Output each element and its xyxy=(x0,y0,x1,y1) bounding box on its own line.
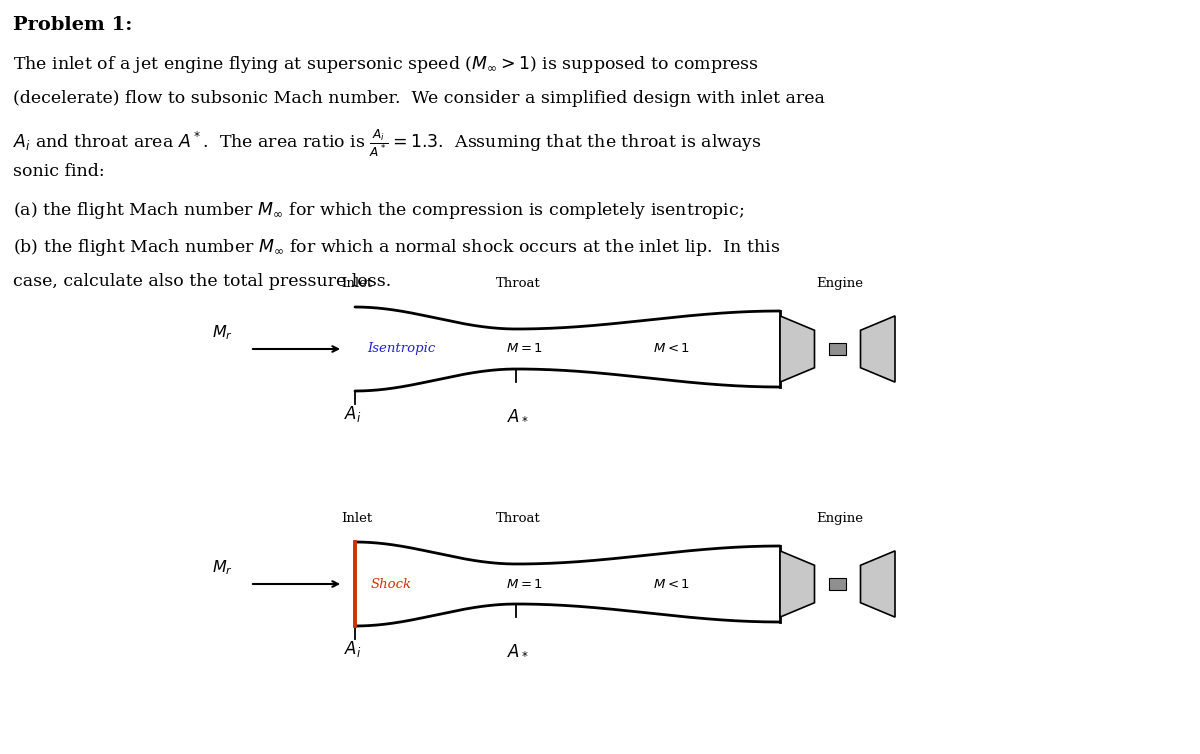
Text: $M{=}1$: $M{=}1$ xyxy=(506,578,542,590)
Text: Throat: Throat xyxy=(496,277,540,290)
Text: (a) the flight Mach number $M_\infty$ for which the compression is completely is: (a) the flight Mach number $M_\infty$ fo… xyxy=(13,200,744,221)
Polygon shape xyxy=(829,578,846,590)
Text: $A_i$: $A_i$ xyxy=(344,639,361,659)
Text: The inlet of a jet engine flying at supersonic speed ($M_\infty > 1$) is suppose: The inlet of a jet engine flying at supe… xyxy=(13,54,758,75)
Text: $M{<}1$: $M{<}1$ xyxy=(653,342,690,355)
Text: Isentropic: Isentropic xyxy=(367,342,436,355)
Polygon shape xyxy=(860,551,895,617)
Text: $M{<}1$: $M{<}1$ xyxy=(653,578,690,590)
Polygon shape xyxy=(860,316,895,382)
Text: case, calculate also the total pressure loss.: case, calculate also the total pressure … xyxy=(13,273,391,290)
Text: (b) the flight Mach number $M_\infty$ for which a normal shock occurs at the inl: (b) the flight Mach number $M_\infty$ fo… xyxy=(13,237,780,258)
Text: $M_r$: $M_r$ xyxy=(212,323,233,342)
Text: $A_i$ and throat area $A^*$.  The area ratio is $\frac{A_i}{A^*} = 1.3$.  Assumi: $A_i$ and throat area $A^*$. The area ra… xyxy=(13,127,762,159)
Text: Problem 1:: Problem 1: xyxy=(13,16,132,34)
Text: Engine: Engine xyxy=(816,512,864,525)
Polygon shape xyxy=(780,551,815,617)
Text: Shock: Shock xyxy=(371,578,412,590)
Text: Inlet: Inlet xyxy=(342,277,372,290)
Text: Throat: Throat xyxy=(496,512,540,525)
Text: $M_r$: $M_r$ xyxy=(212,558,233,577)
Text: $A_i$: $A_i$ xyxy=(344,404,361,424)
Polygon shape xyxy=(780,316,815,382)
Text: Engine: Engine xyxy=(816,277,864,290)
Polygon shape xyxy=(829,342,846,355)
Text: Inlet: Inlet xyxy=(342,512,372,525)
Text: sonic find:: sonic find: xyxy=(13,164,104,180)
Text: $A_*$: $A_*$ xyxy=(506,406,529,423)
Text: $M{=}1$: $M{=}1$ xyxy=(506,342,542,355)
Text: (decelerate) flow to subsonic Mach number.  We consider a simplified design with: (decelerate) flow to subsonic Mach numbe… xyxy=(13,90,824,108)
Text: $A_*$: $A_*$ xyxy=(506,641,529,658)
